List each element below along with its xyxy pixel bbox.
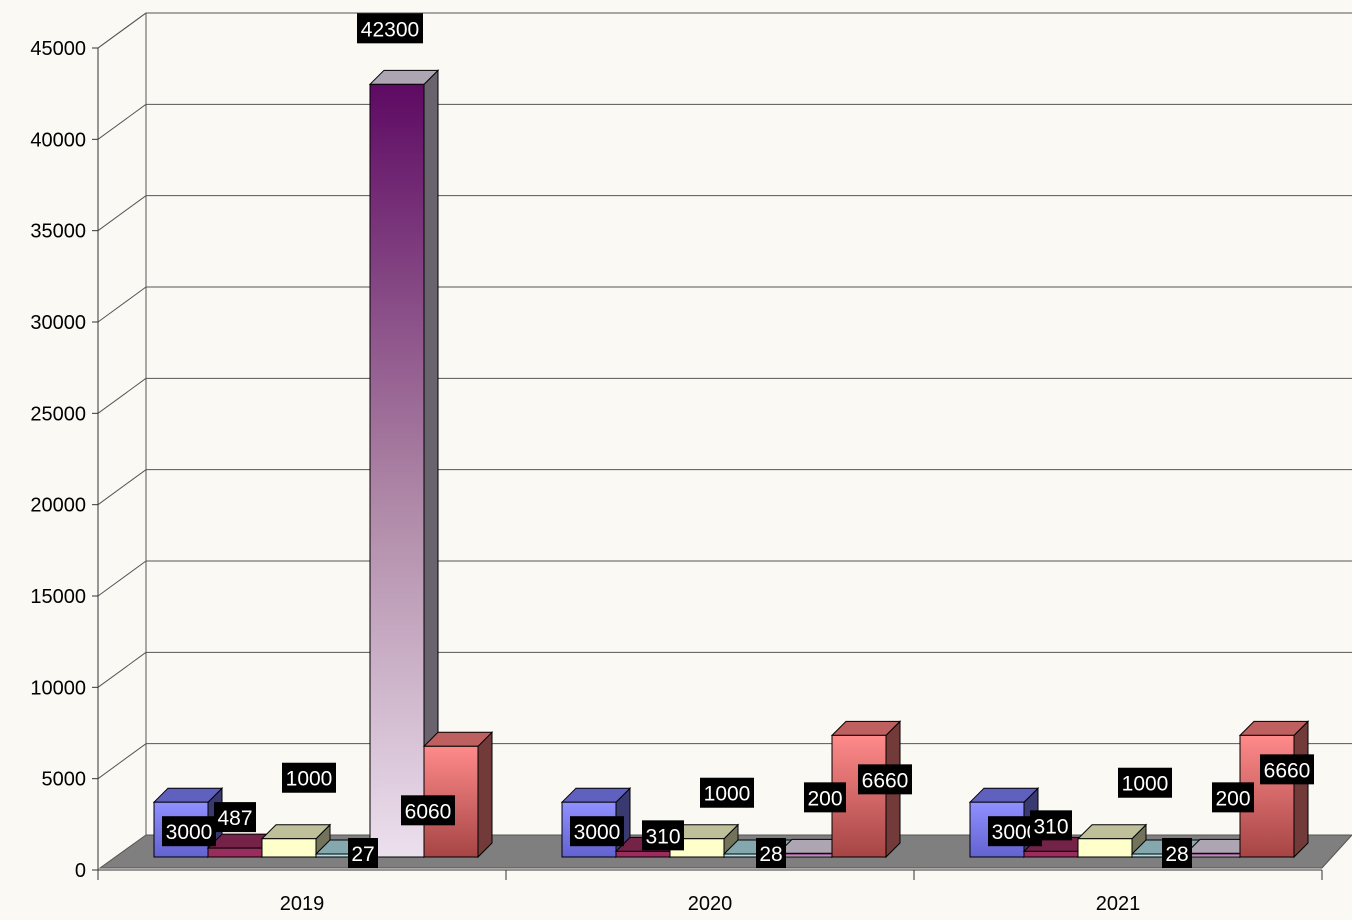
bar bbox=[615, 850, 671, 858]
y-tick-label: 35000 bbox=[30, 221, 86, 243]
data-label: 3000 bbox=[988, 816, 1042, 847]
gridline-side bbox=[97, 286, 147, 323]
bar-side bbox=[477, 731, 493, 859]
data-label-box bbox=[1030, 810, 1072, 841]
data-label-box bbox=[570, 816, 624, 847]
data-label-box bbox=[756, 838, 786, 868]
data-label: 1000 bbox=[1118, 767, 1172, 798]
bar bbox=[207, 847, 263, 858]
data-label-text: 310 bbox=[645, 825, 680, 848]
data-label-text: 487 bbox=[217, 807, 252, 830]
data-label: 6060 bbox=[401, 795, 455, 826]
y-tick-label: 45000 bbox=[30, 38, 86, 60]
data-label: 1000 bbox=[282, 762, 336, 793]
x-tick-label: 2021 bbox=[1096, 893, 1141, 915]
data-label-box bbox=[700, 777, 754, 808]
y-tick-label: 20000 bbox=[30, 495, 86, 517]
data-label-box bbox=[214, 802, 256, 833]
data-label-text: 6660 bbox=[862, 769, 909, 792]
data-label: 487 bbox=[214, 802, 256, 833]
gridline-side bbox=[97, 377, 147, 414]
bar-side bbox=[1293, 720, 1309, 859]
y-tick-label: 15000 bbox=[30, 586, 86, 608]
data-label-box bbox=[162, 816, 216, 847]
data-label-box bbox=[1212, 782, 1254, 813]
gridline-side bbox=[97, 195, 147, 232]
data-label: 42300 bbox=[357, 13, 423, 44]
data-label-box bbox=[858, 764, 912, 795]
data-label-text: 28 bbox=[1165, 843, 1188, 866]
data-label-box bbox=[804, 782, 846, 813]
y-tick-label: 25000 bbox=[30, 403, 86, 425]
x-tick-label: 2020 bbox=[688, 893, 733, 915]
data-label: 28 bbox=[1162, 838, 1192, 868]
data-label-text: 200 bbox=[1215, 787, 1250, 810]
bar bbox=[1185, 852, 1241, 858]
data-label-box bbox=[642, 820, 684, 851]
data-label-text: 310 bbox=[1033, 815, 1068, 838]
data-label-box bbox=[401, 795, 455, 826]
data-label: 310 bbox=[642, 820, 684, 851]
data-label-text: 28 bbox=[759, 843, 782, 866]
gridline-side bbox=[97, 103, 147, 140]
data-label: 27 bbox=[348, 838, 378, 868]
gridline-side bbox=[97, 560, 147, 597]
bar bbox=[777, 852, 833, 858]
data-label-box bbox=[282, 762, 336, 793]
gridline-side bbox=[97, 651, 147, 688]
y-tick-label: 10000 bbox=[30, 677, 86, 699]
data-label-box bbox=[1162, 838, 1192, 868]
data-label-text: 42300 bbox=[361, 18, 419, 41]
data-label: 3000 bbox=[570, 816, 624, 847]
gridline-side bbox=[97, 743, 147, 780]
bar bbox=[1077, 838, 1133, 858]
bar bbox=[369, 83, 425, 858]
data-label-text: 6660 bbox=[1264, 759, 1311, 782]
data-label: 1000 bbox=[700, 777, 754, 808]
data-label-text: 1000 bbox=[704, 783, 751, 806]
gridline-side bbox=[97, 469, 147, 506]
data-label-text: 1000 bbox=[286, 768, 333, 791]
data-label-text: 3000 bbox=[574, 821, 621, 844]
x-tick-label: 2019 bbox=[280, 893, 325, 915]
data-label-text: 3000 bbox=[166, 821, 213, 844]
data-label-text: 3000 bbox=[992, 821, 1039, 844]
y-tick-label: 30000 bbox=[30, 312, 86, 334]
data-label-text: 200 bbox=[807, 787, 842, 810]
y-tick-label: 0 bbox=[75, 860, 86, 882]
data-label: 200 bbox=[804, 782, 846, 813]
data-label-box bbox=[348, 838, 378, 868]
data-label-text: 27 bbox=[351, 843, 374, 866]
data-label: 6660 bbox=[858, 764, 912, 795]
data-label-text: 6060 bbox=[405, 800, 452, 823]
data-label-text: 1000 bbox=[1122, 773, 1169, 796]
data-label-box bbox=[357, 13, 423, 44]
data-label: 3000 bbox=[162, 816, 216, 847]
data-label: 28 bbox=[756, 838, 786, 868]
data-label: 200 bbox=[1212, 782, 1254, 813]
data-label-box bbox=[1260, 754, 1314, 785]
bar bbox=[1023, 850, 1079, 858]
data-label: 6660 bbox=[1260, 754, 1314, 785]
data-label: 310 bbox=[1030, 810, 1072, 841]
y-tick-label: 5000 bbox=[42, 769, 87, 791]
bar bbox=[261, 838, 317, 858]
y-tick-label: 40000 bbox=[30, 129, 86, 151]
data-label-box bbox=[1118, 767, 1172, 798]
gridline-side bbox=[97, 12, 147, 49]
